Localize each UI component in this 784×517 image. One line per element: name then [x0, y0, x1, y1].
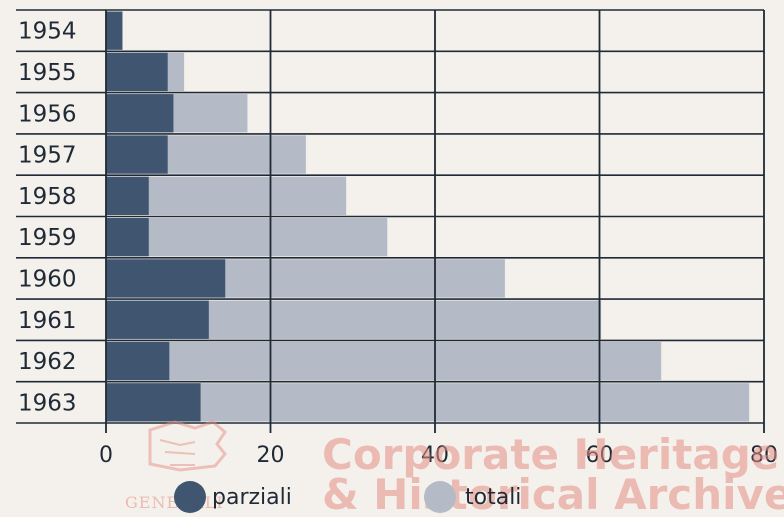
y-tick-label-1957: 1957	[18, 143, 77, 169]
watermark-line1: Corporate Heritage	[322, 430, 779, 479]
bar-parziali-1959	[106, 218, 149, 257]
legend-label-parziali: parziali	[212, 485, 292, 510]
x-tick-label-60: 60	[586, 443, 614, 468]
grid-layer	[16, 9, 765, 433]
y-tick-label-1960: 1960	[18, 266, 77, 292]
x-tick-label-0: 0	[99, 443, 113, 468]
bar-parziali-1958	[106, 176, 149, 215]
bars-layer	[106, 11, 750, 422]
bar-parziali-1962	[106, 341, 170, 381]
watermark-line2: & Historical Archive	[322, 470, 784, 517]
bar-parziali-1963	[106, 383, 201, 422]
y-tick-label-1959: 1959	[18, 225, 77, 251]
legend-swatch-parziali	[174, 481, 206, 513]
y-tick-label-1958: 1958	[18, 184, 77, 210]
bar-parziali-1957	[106, 135, 168, 174]
y-axis-labels: 1954 1955 1956 1957 1958 1959 1960 1961 1962 1963	[18, 19, 77, 417]
bar-parziali-1956	[106, 94, 174, 133]
watermark: GENERALI Corporate Heritage & Historical…	[125, 420, 784, 517]
y-tick-label-1955: 1955	[18, 60, 77, 86]
bar-parziali-1961	[106, 300, 209, 339]
bar-totali-1962	[106, 341, 662, 381]
legend-swatch-totali	[424, 481, 456, 513]
y-tick-label-1954: 1954	[18, 19, 77, 45]
legend: parziali totali	[174, 481, 521, 513]
y-tick-label-1963: 1963	[18, 390, 77, 416]
bar-totali-1963	[106, 383, 750, 422]
x-tick-label-20: 20	[257, 443, 285, 468]
y-tick-label-1962: 1962	[18, 349, 77, 375]
x-tick-label-80: 80	[750, 443, 778, 468]
bar-parziali-1960	[106, 259, 226, 298]
y-tick-label-1961: 1961	[18, 308, 77, 334]
legend-label-totali: totali	[465, 485, 521, 510]
bar-parziali-1955	[106, 52, 168, 92]
generali-lion-logo	[148, 420, 227, 472]
x-tick-label-40: 40	[421, 443, 449, 468]
y-tick-label-1956: 1956	[18, 101, 77, 127]
x-axis-labels: 0 20 40 60 80	[99, 443, 778, 468]
bar-parziali-1954	[106, 11, 123, 50]
bar-totali-1959	[106, 218, 388, 257]
